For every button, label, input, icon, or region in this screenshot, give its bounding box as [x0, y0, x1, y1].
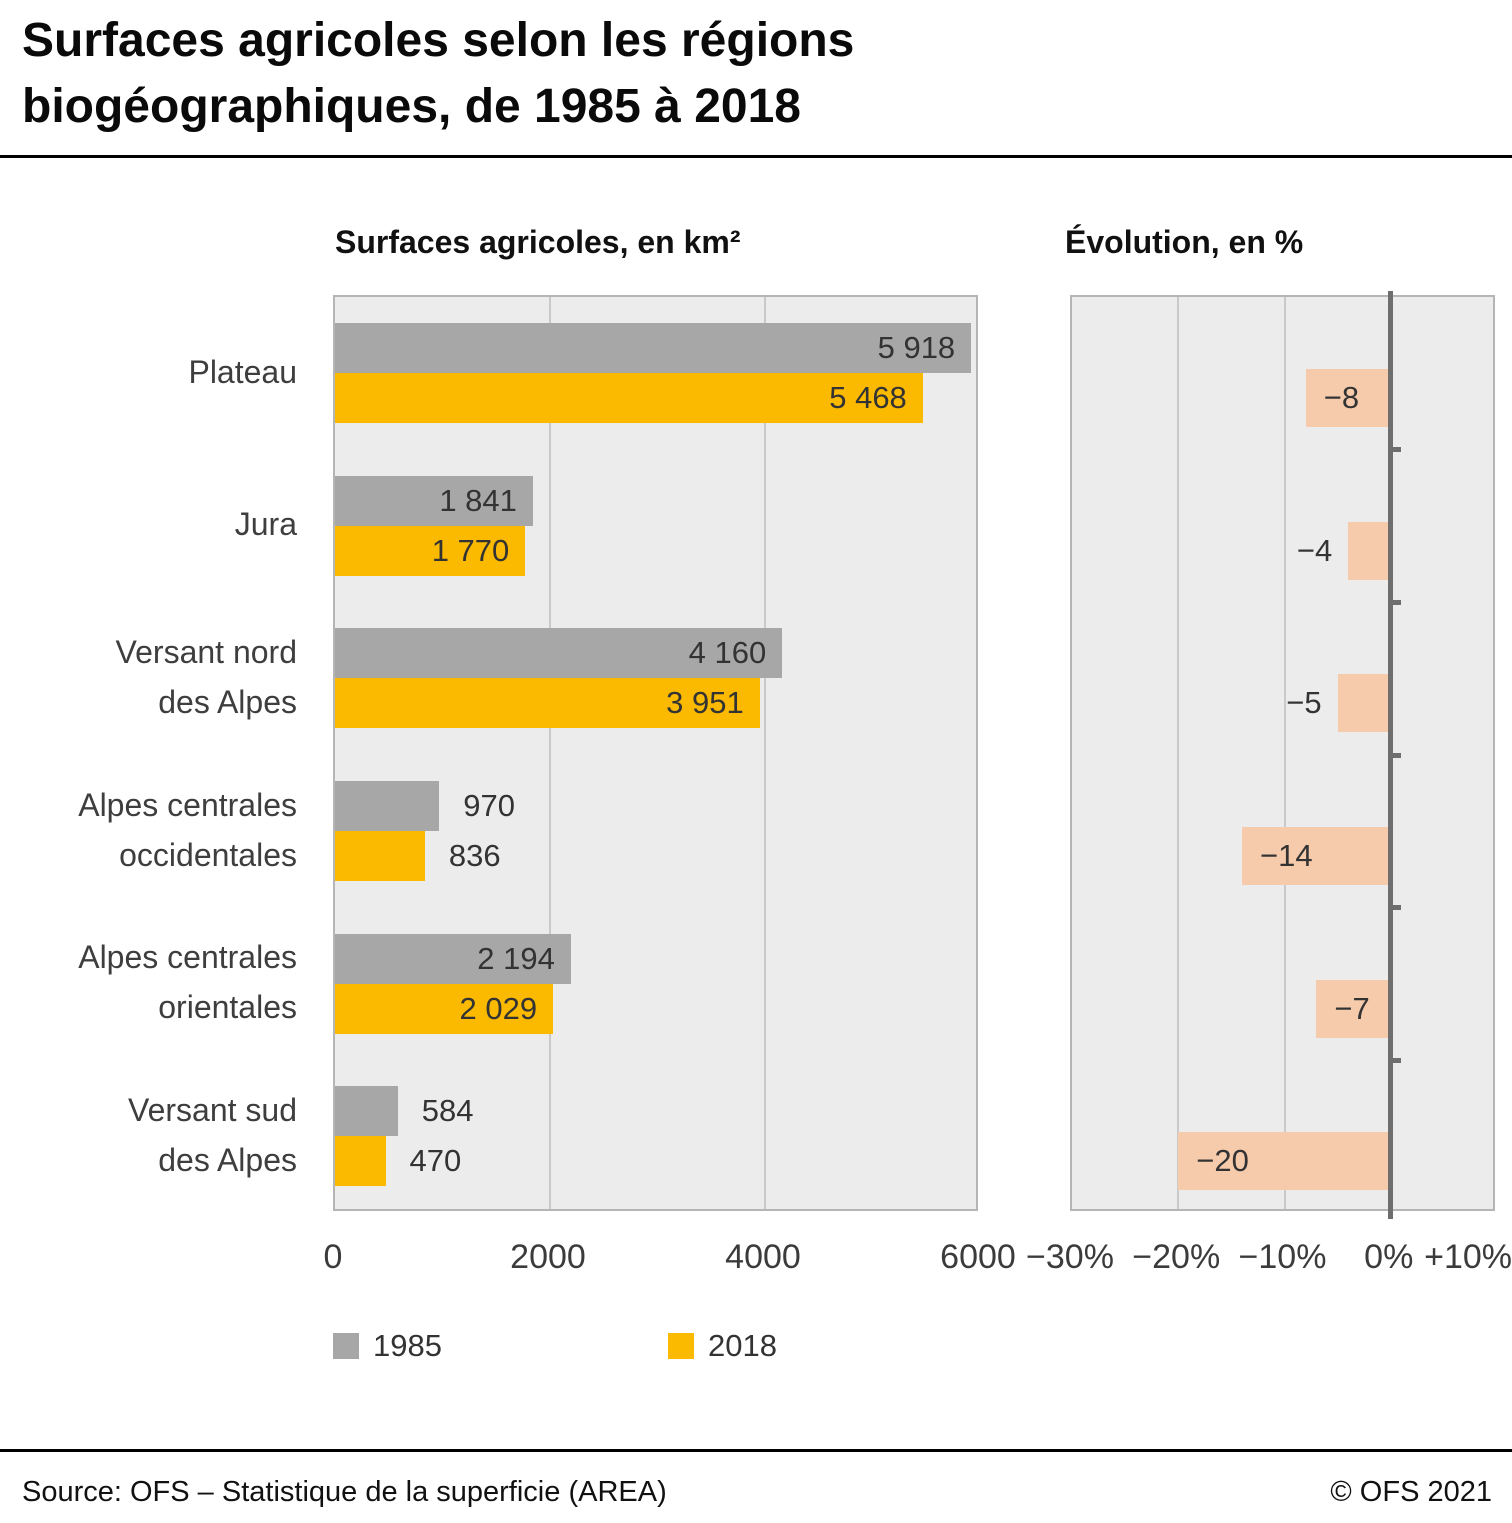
bar-2018-5	[335, 1136, 386, 1187]
category-label: Versant nord des Alpes	[115, 633, 297, 720]
bar-2018-3	[335, 831, 425, 881]
x-tick-label: −20%	[1132, 1238, 1221, 1276]
left-chart-title: Surfaces agricoles, en km²	[335, 224, 741, 260]
bar-evolution-5	[1178, 1132, 1391, 1191]
value-label: 5 918	[877, 330, 956, 365]
value-label: −4	[1296, 532, 1333, 568]
title-line-2: biogéographiques, de 1985 à 2018	[22, 80, 801, 133]
title-line-1: Surfaces agricoles selon les régions	[22, 14, 855, 67]
zero-axis-tick	[1388, 447, 1402, 453]
value-label: 470	[409, 1143, 462, 1179]
value-label: −14	[1260, 838, 1313, 873]
legend-label-1985: 1985	[373, 1328, 442, 1363]
value-label: 3 951	[666, 685, 744, 721]
x-tick-label: +10%	[1424, 1238, 1512, 1276]
bar-2018-1	[335, 525, 526, 576]
x-tick-label: 2000	[510, 1238, 586, 1276]
gridline	[764, 297, 766, 1209]
bar-evolution-3	[1242, 827, 1391, 885]
category-label: Alpes centrales occidentales	[78, 786, 297, 873]
legend-label-2018: 2018	[708, 1328, 777, 1363]
x-tick-label: 0	[323, 1238, 343, 1276]
value-label: 1 841	[439, 482, 517, 518]
bar-evolution-0	[1305, 369, 1391, 427]
value-label: 1 770	[431, 532, 510, 568]
zero-axis-tick	[1388, 599, 1402, 605]
bar-1985-4	[335, 933, 571, 984]
value-label: 970	[463, 788, 515, 823]
category-label: Alpes centrales orientales	[78, 939, 297, 1026]
category-label: Plateau	[188, 353, 297, 390]
title-divider	[0, 155, 1512, 158]
copyright-note: © OFS 2021	[1330, 1476, 1492, 1508]
value-label: −7	[1334, 990, 1370, 1026]
value-label: −20	[1196, 1143, 1249, 1179]
right-chart-title: Évolution, en %	[1065, 224, 1304, 260]
bar-2018-0	[335, 373, 923, 423]
bar-1985-2	[335, 628, 783, 679]
bar-evolution-4	[1316, 979, 1391, 1038]
value-label: 584	[421, 1093, 474, 1129]
legend-item-1985: 1985	[333, 1328, 442, 1363]
x-tick-label: 4000	[725, 1238, 801, 1276]
category-label: Jura	[234, 506, 297, 543]
x-tick-label: −10%	[1238, 1238, 1327, 1276]
bar-evolution-2	[1337, 674, 1391, 733]
footer-divider	[0, 1449, 1512, 1452]
value-label: 4 160	[688, 635, 767, 671]
legend-swatch-1985	[333, 1333, 359, 1359]
bar-1985-1	[335, 475, 533, 526]
x-tick-label: 0%	[1364, 1238, 1414, 1276]
category-label: Versant sud des Alpes	[128, 1091, 297, 1178]
gridline	[549, 297, 551, 1209]
value-label: −8	[1323, 380, 1360, 415]
legend-swatch-2018	[668, 1333, 694, 1359]
bar-2018-4	[335, 983, 554, 1034]
zero-axis-tick	[1388, 905, 1402, 911]
bar-2018-2	[335, 678, 760, 729]
bar-1985-0	[335, 323, 972, 373]
bar-1985-5	[335, 1086, 398, 1137]
page-title: Surfaces agricoles selon les régions bio…	[22, 8, 854, 140]
value-label: 5 468	[829, 380, 907, 415]
evolution-plot: −8 −4 −5 −14 −7 −20	[1070, 291, 1495, 1219]
zero-axis-tick	[1388, 752, 1402, 758]
gridline	[1283, 297, 1286, 1209]
legend-item-2018: 2018	[668, 1328, 777, 1363]
x-tick-label: 6000	[940, 1238, 1016, 1276]
value-label: 2 194	[477, 940, 555, 976]
zero-axis-tick	[1388, 1057, 1402, 1063]
x-tick-label: −30%	[1026, 1238, 1114, 1276]
surfaces-plot: 5 918 1 841 4 160 970 2 194 584 5 468 1 770 3 95…	[333, 295, 978, 1211]
bar-evolution-1	[1348, 521, 1391, 580]
bar-1985-3	[335, 781, 440, 831]
gridline	[1177, 297, 1180, 1209]
value-label: −5	[1286, 685, 1322, 721]
source-note: Source: OFS – Statistique de la superfic…	[22, 1476, 667, 1508]
value-label: 2 029	[459, 990, 538, 1026]
value-label: 836	[448, 838, 501, 873]
